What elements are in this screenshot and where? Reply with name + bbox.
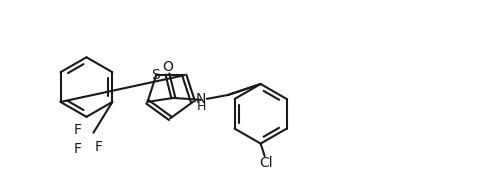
Text: O: O xyxy=(162,60,173,74)
Text: F: F xyxy=(74,142,82,156)
Text: F: F xyxy=(74,123,82,137)
Text: Cl: Cl xyxy=(259,156,272,170)
Text: N: N xyxy=(196,92,206,106)
Text: H: H xyxy=(197,100,206,113)
Text: F: F xyxy=(94,140,102,154)
Text: S: S xyxy=(151,68,160,82)
